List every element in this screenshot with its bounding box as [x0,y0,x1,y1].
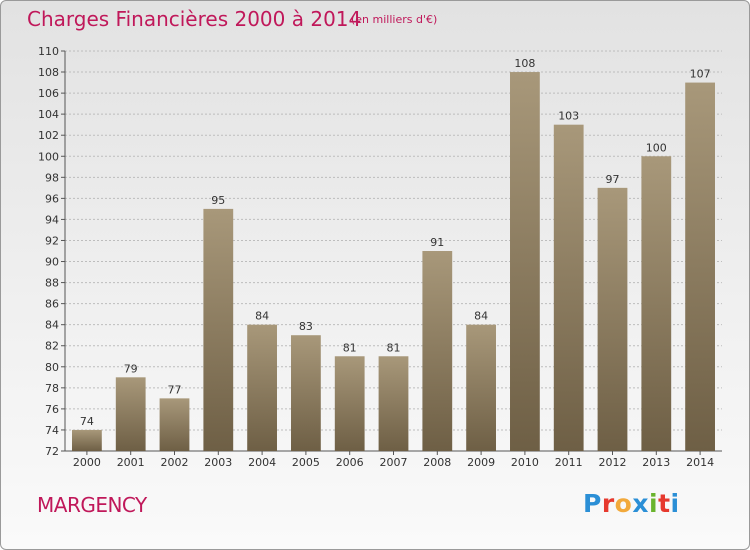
logo-letter: r [601,489,615,518]
data-label-2001: 79 [124,362,138,375]
x-tick-label-2003: 2003 [204,456,232,469]
bar-2006 [334,356,365,451]
x-tick-label-2004: 2004 [248,456,276,469]
data-label-2008: 91 [430,236,444,249]
bar-2002 [159,398,190,451]
logo-letter: i [670,489,680,518]
y-tick-label: 88 [45,277,59,290]
bar-2000 [72,429,102,451]
x-tick-label-2000: 2000 [73,456,101,469]
logo-letter: P [583,489,602,518]
bar-2005 [291,335,321,451]
gridlines [65,50,722,452]
bar-2004 [247,324,277,451]
data-label-2011: 103 [558,110,579,123]
bar-2003 [203,208,234,451]
x-tick-label-2012: 2012 [599,456,627,469]
bar-2008 [422,251,453,451]
y-tick-label: 80 [45,361,59,374]
bar-2013 [641,156,672,451]
y-tick-label: 110 [38,45,59,58]
y-tick-label: 86 [45,298,59,311]
data-label-2002: 77 [168,383,182,396]
chart-title: Charges Financières 2000 à 2014 [27,7,362,31]
y-tick-label: 108 [38,66,59,79]
x-tick-label-2005: 2005 [292,456,320,469]
commune-name: MARGENCY [37,493,147,517]
logo-letter: x [632,489,649,518]
y-tick-label: 74 [45,424,59,437]
x-tick-label-2013: 2013 [642,456,670,469]
logo-letter: t [658,489,671,518]
labels: 72 74 76 78 80 82 84 86 88 90 92 94 96 98 100 102 104 106… [38,45,714,469]
y-tick-label: 90 [45,256,59,269]
data-label-2003: 95 [211,194,225,207]
data-label-2010: 108 [514,57,535,70]
x-tick-label-2009: 2009 [467,456,495,469]
logo-letter: o [614,489,633,518]
y-tick-label: 92 [45,234,59,247]
x-tick-label-2011: 2011 [555,456,583,469]
x-tick-label-2014: 2014 [686,456,714,469]
bar-2010 [510,72,540,451]
y-tick-label: 72 [45,445,59,458]
data-label-2005: 83 [299,320,313,333]
chart-subtitle: (en milliers d'€) [351,13,438,26]
y-tick-label: 104 [38,108,59,121]
logo-letter: i [649,489,659,518]
data-label-2014: 107 [690,68,711,81]
data-label-2009: 84 [474,310,488,323]
y-tick-label: 76 [45,403,59,416]
data-label-2004: 84 [255,310,269,323]
bar-2007 [378,356,409,451]
data-label-2012: 97 [606,173,620,186]
x-tick-label-2006: 2006 [336,456,364,469]
y-tick-label: 82 [45,340,59,353]
data-label-2006: 81 [343,341,357,354]
bars [72,72,715,452]
y-tick-label: 98 [45,171,59,184]
bar-2011 [553,124,584,452]
data-label-2013: 100 [646,141,667,154]
y-tick-label: 96 [45,192,59,205]
x-tick-label-2008: 2008 [423,456,451,469]
data-label-2000: 74 [80,415,94,428]
x-tick-label-2007: 2007 [380,456,408,469]
y-tick-label: 100 [38,150,59,163]
bar-2009 [466,324,496,451]
x-tick-label-2010: 2010 [511,456,539,469]
x-tick-label-2001: 2001 [117,456,145,469]
y-tick-label: 102 [38,129,59,142]
y-tick-label: 78 [45,382,59,395]
data-label-2007: 81 [387,341,401,354]
y-tick-label: 106 [38,87,59,100]
bar-2001 [115,377,146,451]
y-tick-label: 94 [45,213,59,226]
y-tick-label: 84 [45,319,59,332]
bar-2014 [685,82,715,451]
x-tick-label-2002: 2002 [161,456,189,469]
bar-2012 [597,187,628,451]
proxiti-logo[interactable]: Proxiti [583,489,680,518]
